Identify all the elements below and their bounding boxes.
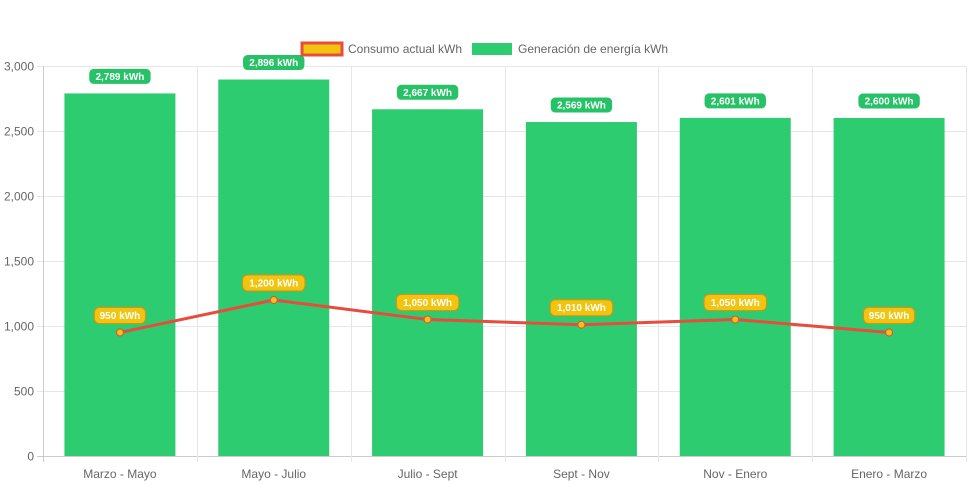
line-data-label: 1,010 kWh xyxy=(549,299,614,317)
line-data-label: 950 kWh xyxy=(93,307,147,324)
line-point xyxy=(115,328,124,337)
bar xyxy=(372,109,484,456)
bar xyxy=(679,117,791,457)
line-point xyxy=(731,315,740,324)
data-label-bg xyxy=(857,92,921,110)
data-label-bg xyxy=(703,294,767,311)
line-path xyxy=(119,298,890,334)
bar xyxy=(833,118,945,456)
data-label-bg xyxy=(242,54,306,72)
legend-label: Consumo actual kWh xyxy=(348,42,462,56)
data-label: 2,667 kWh xyxy=(403,88,452,99)
data-label: 1,050 kWh xyxy=(403,298,452,309)
x-tick-label: Sept - Nov xyxy=(553,467,610,481)
legend-item-consumo: Consumo actual kWh xyxy=(300,41,462,57)
legend-swatch xyxy=(472,43,512,55)
data-label: 2,789 kWh xyxy=(95,72,144,83)
data-label-bg xyxy=(395,83,460,101)
bar-data-label: 2,601 kWh xyxy=(703,92,767,110)
data-label: 2,569 kWh xyxy=(557,101,606,112)
data-label: 950 kWh xyxy=(100,311,141,322)
data-label-bg xyxy=(703,92,767,110)
line-data-label: 1,050 kWh xyxy=(395,294,460,311)
data-label-bg xyxy=(549,299,614,317)
data-label: 1,200 kWh xyxy=(249,279,298,290)
bar-data-label: 2,667 kWh xyxy=(395,83,460,101)
y-tick-label: 2,500 xyxy=(4,125,34,139)
data-label-bg xyxy=(93,307,147,324)
x-tick-label: Mayo - Julio xyxy=(241,467,306,481)
data-label: 2,896 kWh xyxy=(249,58,298,69)
line-point xyxy=(577,320,586,329)
data-label-bg xyxy=(395,294,460,311)
y-tick-label: 3,000 xyxy=(4,60,34,74)
grid: 0 500 1,000 1,500 2,000 2,500 3,000 Marzo - May… xyxy=(4,60,967,481)
legend-item-generacion: Generación de energía kWh xyxy=(472,42,668,56)
x-tick-label: Nov - Enero xyxy=(703,467,767,481)
bar xyxy=(218,79,330,457)
data-label: 950 kWh xyxy=(869,311,910,322)
bar xyxy=(525,122,637,456)
data-label-bg xyxy=(242,274,306,292)
bar-data-label: 2,896 kWh xyxy=(242,54,306,72)
data-label-bg xyxy=(862,307,916,324)
data-label: 2,601 kWh xyxy=(711,96,760,107)
y-tick-label: 2,000 xyxy=(4,190,34,204)
y-tick-label: 1,000 xyxy=(4,320,34,334)
data-labels: 2,789 kWh 2,896 kWh 2,667 kWh 2,569 kWh 2,60… xyxy=(88,54,921,324)
x-tick-label: Marzo - Mayo xyxy=(83,467,157,481)
data-label-bg xyxy=(88,67,152,85)
x-tick-label: Enero - Marzo xyxy=(851,467,927,481)
legend-swatch xyxy=(300,41,344,57)
bar-data-label: 2,569 kWh xyxy=(549,96,614,114)
data-label: 1,050 kWh xyxy=(711,298,760,309)
bar xyxy=(64,93,176,457)
line-point xyxy=(423,315,432,324)
data-label: 2,600 kWh xyxy=(865,97,914,108)
x-tick-label: Julio - Sept xyxy=(398,467,459,481)
y-tick-label: 1,500 xyxy=(4,255,34,269)
line-data-label: 950 kWh xyxy=(862,307,916,324)
y-tick-label: 500 xyxy=(14,385,34,399)
bar-series xyxy=(64,79,945,457)
line-data-label: 1,050 kWh xyxy=(703,294,767,311)
line-data-label: 1,200 kWh xyxy=(242,274,306,292)
data-label-bg xyxy=(549,96,614,114)
legend: Consumo actual kWh Generación de energía … xyxy=(300,41,668,57)
data-label: 1,010 kWh xyxy=(557,303,606,314)
y-tick-label: 0 xyxy=(27,450,34,464)
line-point xyxy=(885,328,894,337)
line-series xyxy=(115,296,894,337)
bar-data-label: 2,600 kWh xyxy=(857,92,921,110)
legend-label: Generación de energía kWh xyxy=(518,42,668,56)
bar-data-label: 2,789 kWh xyxy=(88,67,152,85)
line-point xyxy=(269,296,278,304)
